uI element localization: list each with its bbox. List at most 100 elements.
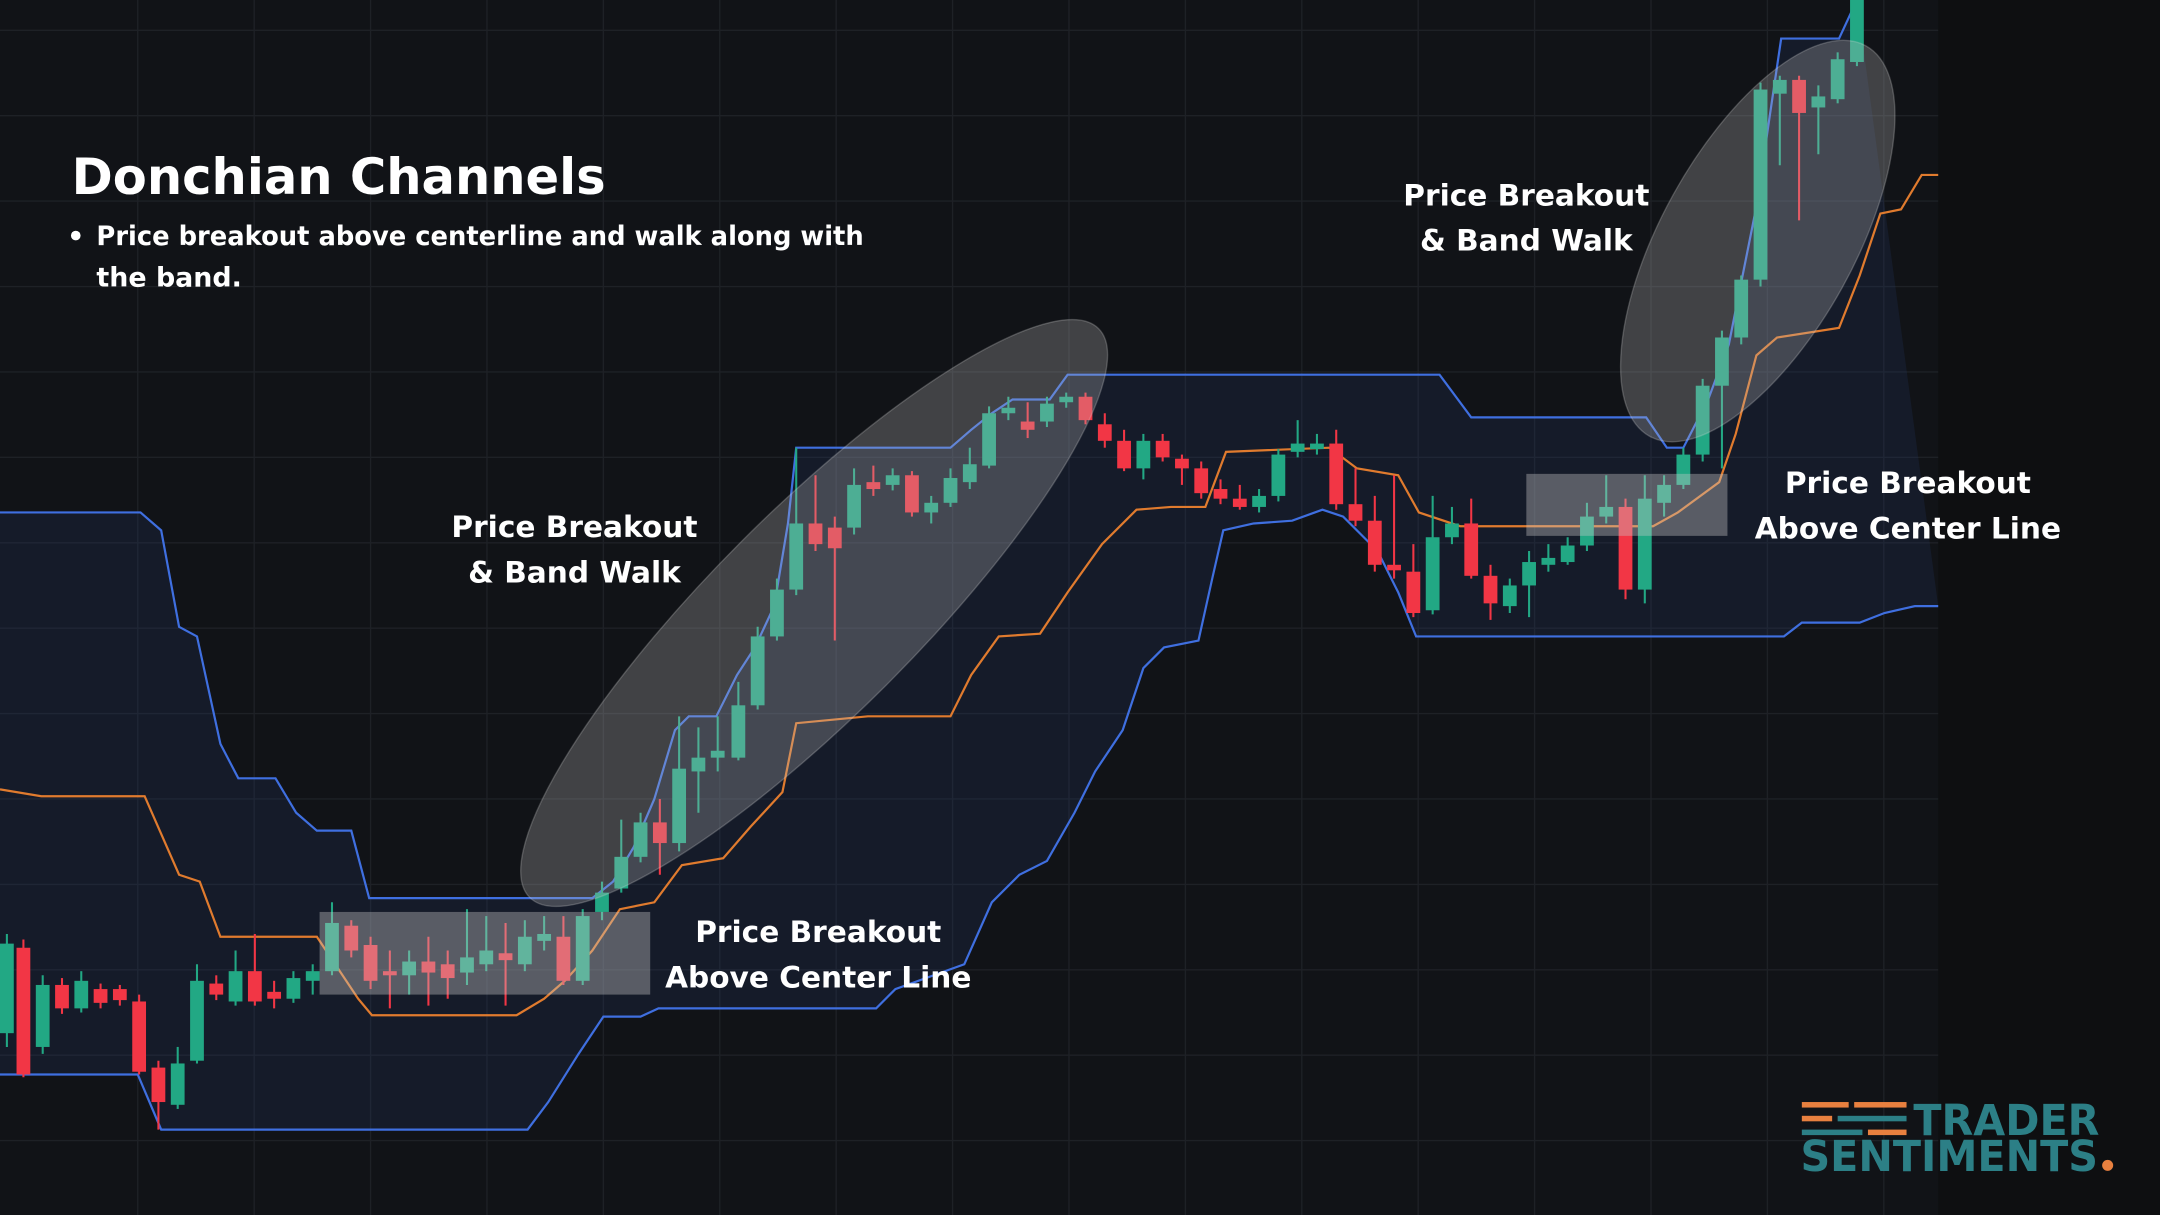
candle-body — [1580, 516, 1594, 546]
candle-body — [1406, 571, 1421, 614]
candle-body — [209, 983, 224, 995]
candle-body — [1850, 0, 1864, 62]
candle-body — [866, 482, 881, 490]
candle-body — [170, 1063, 185, 1105]
candle-body — [1117, 440, 1131, 469]
candle-body — [1078, 396, 1093, 421]
annotation: & Band Walk — [468, 556, 682, 590]
highlight-box — [1526, 473, 1728, 536]
candle-body — [1676, 454, 1691, 485]
highlight-box — [319, 911, 651, 995]
candle-body — [35, 984, 50, 1047]
candle-body — [1059, 396, 1074, 403]
candle-body — [1464, 523, 1479, 576]
candle-body — [1695, 385, 1710, 455]
candle-body — [151, 1067, 166, 1103]
candle-body — [633, 822, 648, 857]
candle-body — [1734, 279, 1749, 338]
candle-body — [982, 413, 996, 466]
candle-body — [962, 464, 977, 483]
logo-stripe — [1801, 1129, 1863, 1136]
candle-body — [517, 936, 532, 965]
annotation: Price Breakout — [451, 510, 697, 544]
candle-body — [228, 971, 243, 1002]
annotation: Price Breakout — [1785, 466, 2031, 500]
candle-body — [55, 984, 69, 1009]
candle-body — [190, 980, 204, 1061]
candle-body — [247, 971, 262, 1002]
highlight-ellipse — [520, 318, 1109, 908]
logo-stripe — [1801, 1102, 1849, 1108]
candle-body — [286, 978, 301, 999]
candle-body — [325, 922, 339, 972]
candle-body — [1715, 337, 1729, 386]
candle-body — [789, 523, 804, 590]
candle-body — [1637, 498, 1652, 590]
candle-body — [1155, 440, 1170, 458]
candle-body — [0, 943, 14, 1034]
logo-stripe — [1801, 1115, 1833, 1122]
candle-body — [556, 936, 571, 981]
candle-body — [1348, 504, 1363, 521]
logo: TRADER SENTIMENTS — [1800, 1096, 2114, 1182]
candle-body — [1811, 96, 1826, 108]
chart-title: Donchian Channels — [72, 148, 606, 206]
candle-body — [750, 636, 765, 706]
candle-body — [1483, 575, 1498, 604]
candle-body — [1097, 424, 1112, 441]
candle-body — [1271, 454, 1286, 496]
highlights — [319, 39, 1896, 995]
logo-stripe — [1854, 1102, 1907, 1108]
bullet — [70, 230, 81, 241]
candle-body — [808, 523, 823, 545]
candle-body — [1657, 484, 1671, 503]
candle-body — [363, 945, 378, 981]
candle-body — [672, 768, 687, 844]
logo-dot — [2102, 1159, 2114, 1171]
candle-body — [924, 502, 939, 513]
candle-body — [479, 950, 494, 965]
candle-body — [74, 980, 89, 1009]
candle-body — [1329, 443, 1344, 505]
candle-body — [1425, 537, 1440, 611]
candle-body — [1194, 468, 1209, 494]
candle-body — [1310, 443, 1324, 450]
candle-body — [1830, 59, 1845, 100]
candle-body — [1367, 520, 1382, 565]
candle-body — [1753, 89, 1768, 280]
channel-line — [0, 173, 1939, 1017]
candle-body — [16, 947, 31, 1075]
candle-body — [885, 475, 900, 485]
subtitle-line: Price breakout above centerline and walk… — [96, 221, 863, 252]
candle-body — [1560, 545, 1575, 563]
candle-body — [402, 961, 417, 976]
annotation: Price Breakout — [695, 915, 941, 949]
candles — [0, 0, 1864, 1130]
candle-body — [595, 892, 609, 912]
plot-area — [0, 0, 1938, 1215]
candle-body — [1040, 403, 1054, 422]
logo-stripe — [1867, 1129, 1907, 1136]
annotation: Above Center Line — [665, 961, 971, 995]
candle-body — [1252, 495, 1266, 507]
candle-body — [652, 822, 667, 844]
candle-body — [1772, 79, 1787, 94]
candle-body — [537, 933, 552, 941]
candle-body — [1136, 440, 1151, 469]
candle-body — [498, 953, 513, 961]
texts: Donchian Channels Price breakout above c… — [70, 148, 2061, 995]
channel-line — [0, 508, 1939, 1131]
candle-body — [1213, 489, 1228, 499]
candle-body — [1290, 443, 1305, 452]
annotation: Price Breakout — [1403, 178, 1649, 212]
annotation: Above Center Line — [1755, 512, 2061, 546]
candle-body — [827, 527, 842, 549]
candle-body — [905, 475, 919, 513]
candle-body — [344, 925, 359, 951]
candle-body — [1618, 506, 1633, 590]
annotation: & Band Walk — [1420, 224, 1634, 258]
candle-body — [132, 1001, 147, 1072]
candle-body — [1020, 421, 1035, 430]
candle-body — [1387, 564, 1401, 571]
